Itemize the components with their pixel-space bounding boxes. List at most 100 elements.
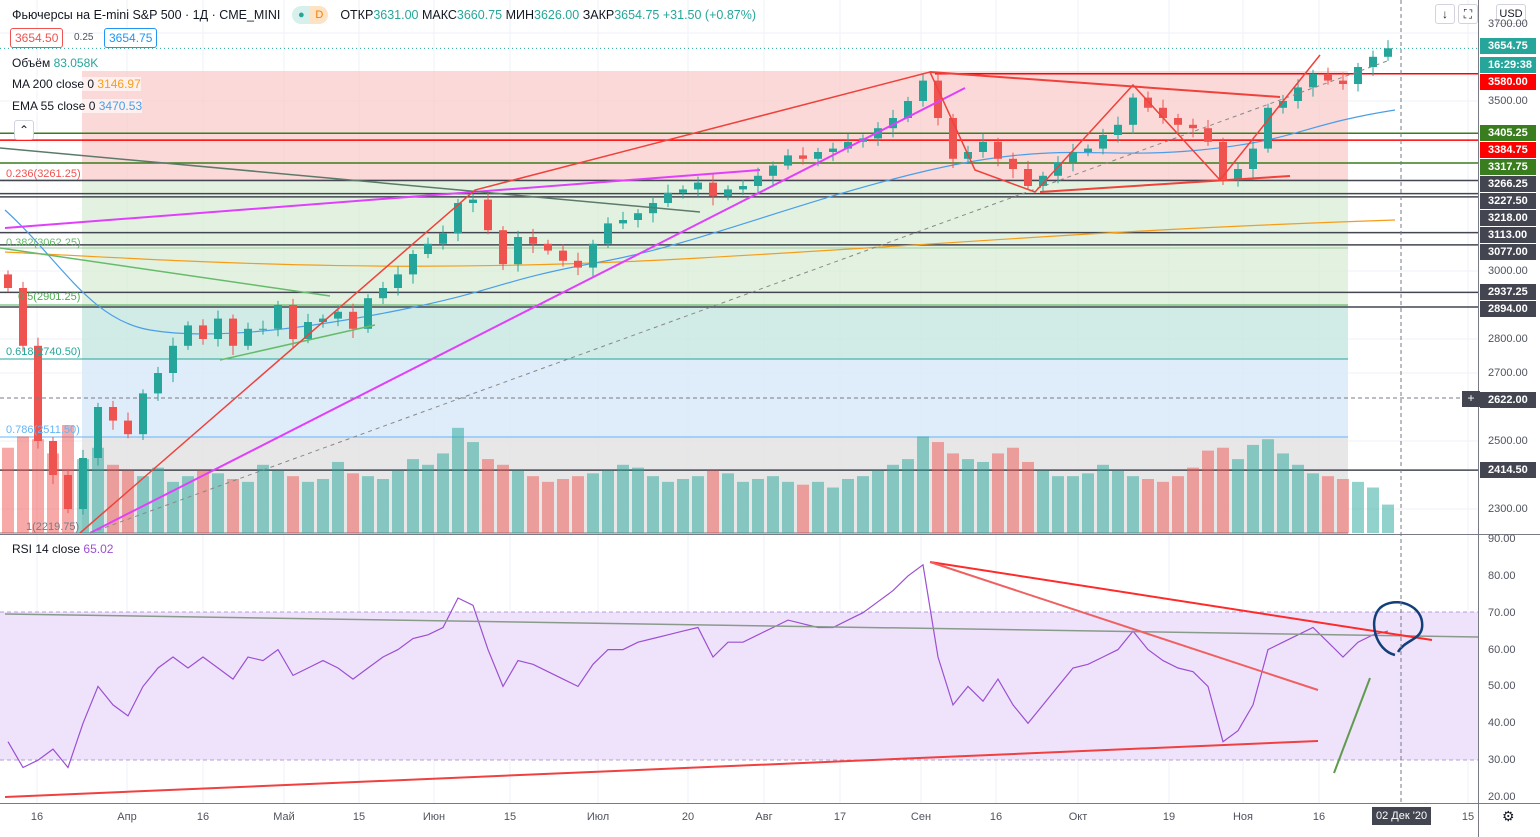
volume-bar xyxy=(212,473,224,533)
market-status[interactable]: ● D xyxy=(292,6,329,24)
candle-body xyxy=(244,328,252,346)
volume-bar xyxy=(1097,464,1109,533)
candle-body xyxy=(1309,73,1317,88)
candle-body xyxy=(1294,87,1302,101)
candle-body xyxy=(1024,169,1032,186)
rsi-drawings[interactable] xyxy=(4,561,1479,798)
volume-bar xyxy=(887,464,899,533)
current-date-tag: 02 Дек '20 xyxy=(1372,807,1432,825)
candle-body xyxy=(694,182,702,190)
countdown-tag: 16:29:38 xyxy=(1480,57,1536,73)
price-level-tag: 3218.00 xyxy=(1480,210,1536,227)
fib-label: 0.382(3062.25) xyxy=(6,237,81,249)
candle-body xyxy=(1204,128,1212,142)
volume-bar xyxy=(647,476,659,533)
time-tick: Окт xyxy=(1068,811,1088,823)
fullscreen-button[interactable]: ⛶ xyxy=(1458,4,1478,24)
volume-bar xyxy=(422,464,434,533)
volume-bar xyxy=(497,464,509,533)
volume-bar xyxy=(332,461,344,533)
price-tick: 2800.00 xyxy=(1488,333,1528,345)
buy-price-button[interactable]: 3654.75 xyxy=(104,28,158,48)
currency-button[interactable]: USD xyxy=(1496,4,1526,24)
volume-bar xyxy=(1202,450,1214,533)
scroll-to-latest-button[interactable]: ↓ xyxy=(1435,4,1455,24)
time-tick: Авг xyxy=(755,811,773,823)
candle-body xyxy=(1114,124,1122,135)
price-level-tag: 3113.00 xyxy=(1480,227,1536,244)
volume-bar xyxy=(1022,461,1034,533)
candle-body xyxy=(379,288,387,299)
sell-price-button[interactable]: 3654.50 xyxy=(10,28,64,48)
volume-bar xyxy=(692,476,704,533)
volume-bar xyxy=(602,470,614,533)
volume-legend[interactable]: Объём 83.058K xyxy=(12,56,99,70)
volume-bar xyxy=(317,479,329,533)
candle-body xyxy=(724,189,732,197)
symbol-title[interactable]: Фьючерсы на E-mini S&P 500 · 1Д · CME_MI… xyxy=(12,8,281,22)
collapse-legend-button[interactable]: ⌃ xyxy=(14,120,34,140)
time-tick: 16 xyxy=(1312,811,1326,823)
candle-body xyxy=(1174,118,1182,125)
rsi-tick: 70.00 xyxy=(1488,606,1516,619)
candle-body xyxy=(799,155,807,159)
volume-bar xyxy=(1052,476,1064,533)
volume-bar xyxy=(1187,467,1199,533)
volume-bar xyxy=(122,470,134,533)
volume-bar xyxy=(467,442,479,533)
time-tick: 15 xyxy=(1461,811,1475,823)
time-tick: 16 xyxy=(196,811,210,823)
volume-bar xyxy=(437,453,449,533)
candle-body xyxy=(34,345,42,441)
settings-gear-icon[interactable]: ⚙ xyxy=(1502,808,1515,824)
volume-bar xyxy=(197,470,209,533)
ema55-legend[interactable]: EMA 55 close 0 3470.53 xyxy=(12,99,143,113)
volume-bar xyxy=(1142,479,1154,533)
candle-body xyxy=(289,305,297,339)
add-alert-plus-icon[interactable]: + xyxy=(1462,391,1480,407)
candle-body xyxy=(439,233,447,244)
candle-body xyxy=(1324,73,1332,81)
volume-bar xyxy=(782,481,794,533)
volume-bar xyxy=(272,470,284,533)
volume-bar xyxy=(107,464,119,533)
volume-bar xyxy=(962,459,974,533)
volume-bar xyxy=(182,476,194,533)
volume-bar xyxy=(767,476,779,533)
candle-body xyxy=(424,243,432,254)
volume-bar xyxy=(1262,439,1274,533)
time-tick: 15 xyxy=(352,811,366,823)
candle-body xyxy=(604,223,612,244)
volume-bar xyxy=(1082,473,1094,533)
rsi-legend[interactable]: RSI 14 close 65.02 xyxy=(12,542,114,556)
price-tick: 3500.00 xyxy=(1488,95,1528,107)
volume-bar xyxy=(527,476,539,533)
candle-body xyxy=(754,175,762,186)
volume-bar xyxy=(167,481,179,533)
candle-body xyxy=(994,141,1002,159)
rsi-tick: 30.00 xyxy=(1488,754,1516,767)
time-tick: 20 xyxy=(681,811,695,823)
candle-body xyxy=(1279,101,1287,108)
volume-bar xyxy=(287,476,299,533)
volume-bar xyxy=(572,476,584,533)
volume-bar xyxy=(1367,487,1379,533)
volume-bar xyxy=(1217,447,1229,533)
volume-bar xyxy=(1352,481,1364,533)
volume-bar xyxy=(797,484,809,533)
ma200-legend[interactable]: MA 200 close 0 3146.97 xyxy=(12,77,141,91)
candle-body xyxy=(1354,67,1362,84)
volume-bar xyxy=(1037,470,1049,533)
volume-bar xyxy=(1127,476,1139,533)
volume-bar xyxy=(2,447,14,533)
candle-body xyxy=(49,441,57,475)
volume-bar xyxy=(1322,476,1334,533)
candle-body xyxy=(64,475,72,509)
volume-bar xyxy=(902,459,914,533)
fib-label: 1(2219.75) xyxy=(26,521,80,533)
trend-drawings[interactable] xyxy=(0,54,1391,534)
time-tick: Май xyxy=(273,811,295,823)
volume-bar xyxy=(752,479,764,533)
price-level-tag: 2622.00 xyxy=(1480,391,1536,408)
